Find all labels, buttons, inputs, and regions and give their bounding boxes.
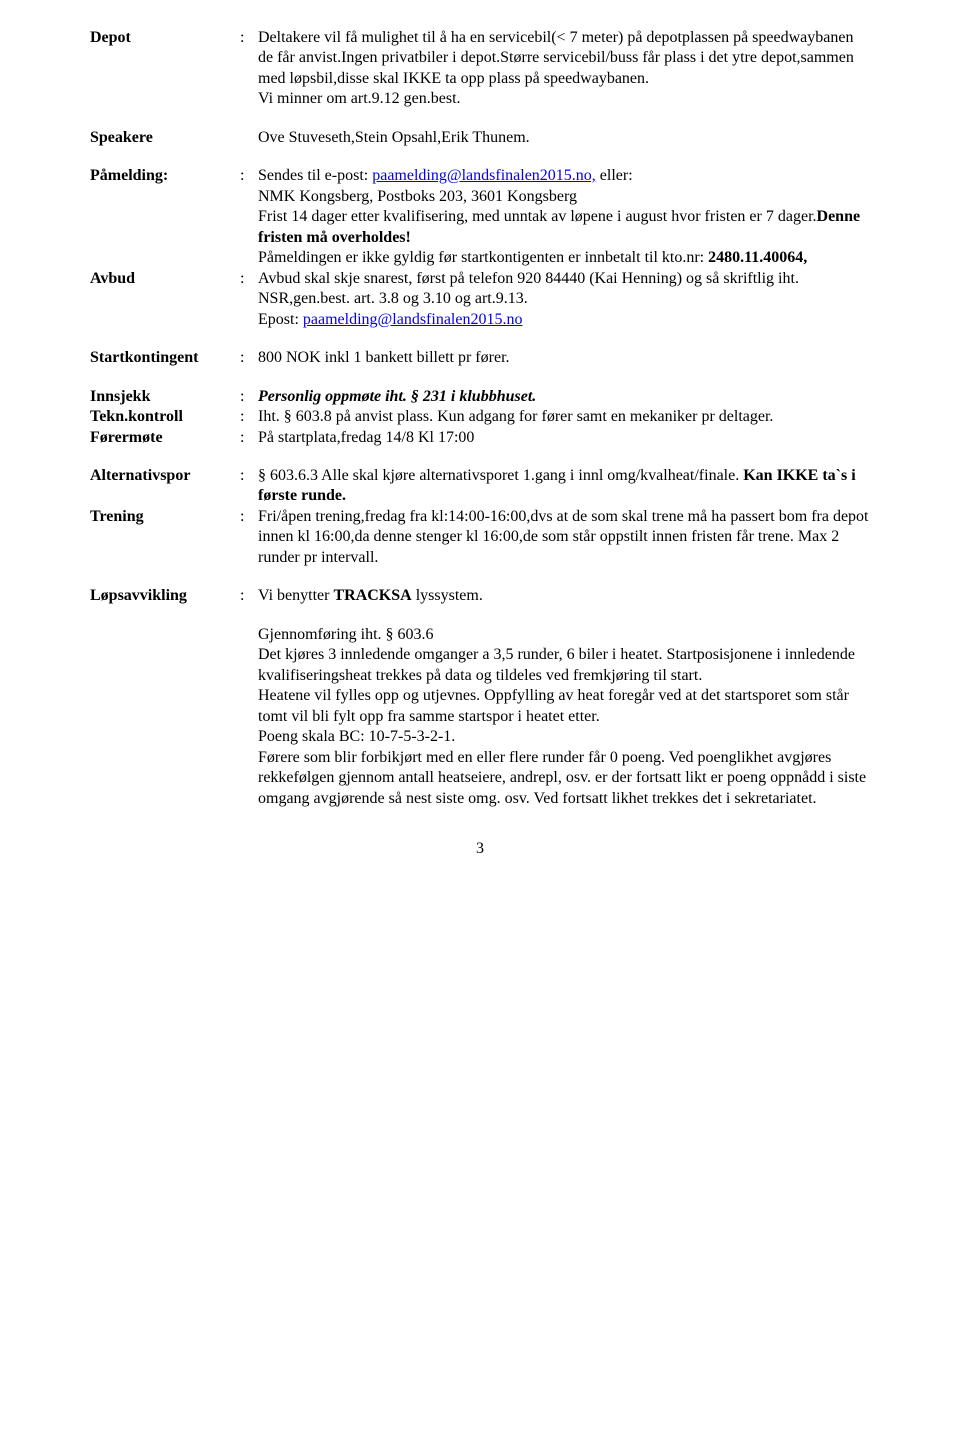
avbud-epost-link[interactable]: paamelding@landsfinalen2015.no (303, 311, 523, 328)
paamelding-line2: NMK Kongsberg, Postboks 203, 3601 Kongsb… (258, 187, 870, 207)
label-innsjekk: Innsjekk (90, 387, 240, 407)
avbud-text: Avbud skal skje snarest, først på telefo… (258, 269, 870, 310)
colon: : (240, 407, 258, 427)
content-paamelding: Sendes til e-post: paamelding@landsfinal… (258, 166, 870, 268)
avbud-epost-pre: Epost: (258, 311, 303, 328)
alternativspor-part1: § 603.6.3 Alle skal kjøre alternativspor… (258, 467, 743, 484)
row-speakere: Speakere Ove Stuveseth,Stein Opsahl,Erik… (90, 128, 870, 148)
label-forermote: Førermøte (90, 428, 240, 448)
lops-p2: Gjennomføring iht. § 603.6 (258, 625, 870, 645)
content-alternativspor: § 603.6.3 Alle skal kjøre alternativspor… (258, 466, 870, 507)
paamelding-kto: 2480.11.40064, (708, 249, 807, 266)
content-lopsavvikling: Vi benytter TRACKSA lyssystem. Gjennomfø… (258, 586, 870, 809)
row-alternativspor: Alternativspor : § 603.6.3 Alle skal kjø… (90, 466, 870, 507)
paamelding-line4a: Påmeldingen er ikke gyldig før startkont… (258, 249, 708, 266)
row-lopsavvikling: Løpsavvikling : Vi benytter TRACKSA lyss… (90, 586, 870, 809)
colon: : (240, 428, 258, 448)
content-startkontingent: 800 NOK inkl 1 bankett billett pr fører. (258, 348, 870, 368)
lops-p6: Førere som blir forbikjørt med en eller … (258, 748, 870, 809)
paamelding-post: eller: (596, 167, 633, 184)
lops-p3: Det kjøres 3 innledende omganger a 3,5 r… (258, 645, 870, 686)
tekn-text: Iht. § 603.8 på anvist plass. Kun adgang… (258, 407, 870, 427)
lops-line1c: lyssystem. (412, 587, 483, 604)
colon: : (240, 348, 258, 368)
label-alternativspor: Alternativspor (90, 466, 240, 486)
label-depot: Depot (90, 28, 240, 48)
depot-text2: Vi minner om art.9.12 gen.best. (258, 90, 461, 107)
lops-line1b: TRACKSA (333, 587, 411, 604)
colon: : (240, 466, 258, 486)
startkontingent-text: 800 NOK inkl 1 bankett billett pr fører. (258, 348, 870, 368)
row-depot: Depot : Deltakere vil få mulighet til å … (90, 28, 870, 110)
paamelding-line3: Frist 14 dager etter kvalifisering, med … (258, 208, 817, 225)
row-innsjekk: Innsjekk : Personlig oppmøte iht. § 231 … (90, 387, 870, 407)
row-trening: Trening : Fri/åpen trening,fredag fra kl… (90, 507, 870, 568)
row-forermote: Førermøte : På startplata,fredag 14/8 Kl… (90, 428, 870, 448)
colon: : (240, 586, 258, 606)
content-forermote: På startplata,fredag 14/8 Kl 17:00 (258, 428, 870, 448)
content-avbud: Avbud skal skje snarest, først på telefo… (258, 269, 870, 330)
row-avbud: Avbud : Avbud skal skje snarest, først p… (90, 269, 870, 330)
content-tekn: Iht. § 603.8 på anvist plass. Kun adgang… (258, 407, 870, 427)
content-innsjekk: Personlig oppmøte iht. § 231 i klubbhuse… (258, 387, 870, 407)
paamelding-pre: Sendes til e-post: (258, 167, 372, 184)
lops-p5: Poeng skala BC: 10-7-5-3-2-1. (258, 727, 870, 747)
colon: : (240, 28, 258, 48)
lops-line1a: Vi benytter (258, 587, 333, 604)
content-depot: Deltakere vil få mulighet til å ha en se… (258, 28, 870, 110)
lops-p4: Heatene vil fylles opp og utjevnes. Oppf… (258, 686, 870, 727)
label-startkontingent: Startkontingent (90, 348, 240, 368)
depot-text: Deltakere vil få mulighet til å ha en se… (258, 29, 854, 87)
speakere-text: Ove Stuveseth,Stein Opsahl,Erik Thunem. (258, 128, 870, 148)
colon: : (240, 507, 258, 527)
row-tekn: Tekn.kontroll : Iht. § 603.8 på anvist p… (90, 407, 870, 427)
label-avbud: Avbud (90, 269, 240, 289)
label-paamelding: Påmelding: (90, 166, 240, 186)
row-paamelding: Påmelding: : Sendes til e-post: paameldi… (90, 166, 870, 268)
trening-text: Fri/åpen trening,fredag fra kl:14:00-16:… (258, 507, 870, 568)
content-trening: Fri/åpen trening,fredag fra kl:14:00-16:… (258, 507, 870, 568)
content-speakere: Ove Stuveseth,Stein Opsahl,Erik Thunem. (258, 128, 870, 148)
row-startkontingent: Startkontingent : 800 NOK inkl 1 bankett… (90, 348, 870, 368)
label-speakere: Speakere (90, 128, 240, 148)
colon: : (240, 387, 258, 407)
colon: : (240, 269, 258, 289)
label-trening: Trening (90, 507, 240, 527)
colon: : (240, 166, 258, 186)
innsjekk-text: Personlig oppmøte iht. § 231 i klubbhuse… (258, 387, 870, 407)
label-tekn: Tekn.kontroll (90, 407, 240, 427)
paamelding-link[interactable]: paamelding@landsfinalen2015.no, (372, 167, 596, 184)
forermote-text: På startplata,fredag 14/8 Kl 17:00 (258, 428, 870, 448)
page-number: 3 (90, 839, 870, 859)
label-lopsavvikling: Løpsavvikling (90, 586, 240, 606)
